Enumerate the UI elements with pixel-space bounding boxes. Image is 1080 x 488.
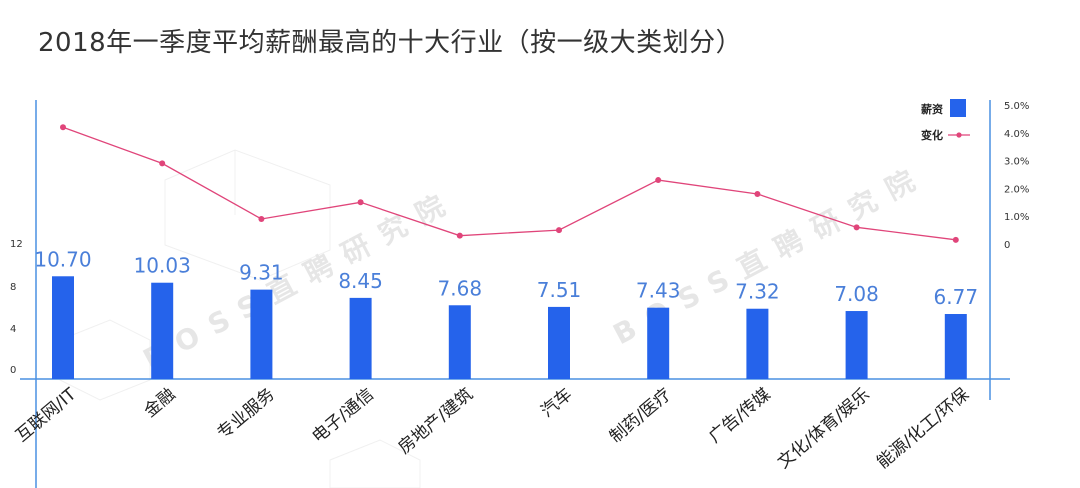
left-axis-ticks: 0 4 8 12 — [10, 239, 23, 376]
watermark-text-0: BOSS直聘研究院 — [138, 183, 463, 377]
line-path — [62, 126, 956, 241]
category-label: 制药/医疗 — [606, 385, 675, 448]
decor-shape — [329, 439, 421, 488]
line-point — [456, 232, 463, 239]
bar — [746, 308, 769, 379]
bar-value-label: 7.32 — [735, 280, 780, 304]
right-tick-label: 2.0% — [1004, 184, 1029, 195]
legend-bar-swatch — [950, 99, 966, 117]
line-point — [952, 236, 959, 243]
background-decoration — [59, 149, 421, 488]
left-tick-label: 8 — [10, 282, 16, 293]
bar-value-label: 7.51 — [537, 278, 582, 302]
line-point — [556, 227, 562, 234]
legend-label-salary: 薪资 — [921, 102, 943, 116]
bar — [448, 305, 471, 379]
line-point — [258, 215, 265, 222]
category-label: 文化/体育/娱乐 — [774, 385, 874, 473]
bar — [250, 289, 273, 379]
bar-value-label: 8.45 — [338, 269, 383, 293]
bar-value-label: 7.68 — [438, 276, 483, 300]
bar — [52, 276, 74, 379]
line-series — [60, 124, 959, 243]
right-tick-label: 0 — [1004, 240, 1010, 251]
line-point — [159, 160, 166, 167]
bar-value-label: 7.08 — [834, 282, 879, 306]
right-tick-label: 4.0% — [1004, 129, 1029, 140]
left-tick-label: 12 — [10, 239, 23, 250]
category-label: 汽车 — [537, 385, 576, 422]
line-point — [60, 124, 66, 131]
right-tick-label: 3.0% — [1004, 157, 1029, 168]
line-point — [754, 190, 761, 197]
category-label: 广告/传媒 — [705, 385, 774, 448]
line-point — [357, 199, 364, 206]
right-tick-label: 1.0% — [1004, 212, 1029, 223]
left-tick-label: 4 — [10, 324, 16, 335]
legend: 薪资 变化 — [921, 99, 970, 142]
bar-value-label: 7.43 — [636, 279, 681, 303]
bar — [151, 282, 174, 379]
bar — [845, 311, 868, 379]
category-label: 专业服务 — [214, 385, 279, 444]
category-label: 互联网/IT — [12, 384, 81, 446]
left-tick-label: 0 — [10, 365, 16, 376]
decor-shape — [59, 319, 151, 401]
line-point — [853, 224, 860, 231]
bar — [548, 306, 570, 379]
chart-title: 2018年一季度平均薪酬最高的十大行业（按一级大类划分） — [38, 28, 743, 58]
bar-value-label: 10.70 — [34, 247, 91, 271]
right-tick-label: 5.0% — [1004, 101, 1029, 112]
bar-value-label: 10.03 — [134, 254, 191, 278]
category-label: 金融 — [141, 385, 180, 422]
category-labels: 互联网/IT 金融 专业服务 电子/通信 房地产/建筑 汽车 制药/医疗 广告/传媒 文化/体育… — [12, 384, 973, 473]
legend-label-change: 变化 — [921, 128, 943, 142]
category-label: 电子/通信 — [308, 385, 377, 448]
bar-value-labels: 10.70 10.03 9.31 8.45 7.68 7.51 7.43 7.32 7.08 6.… — [34, 247, 978, 309]
category-label: 房地产/建筑 — [395, 385, 477, 459]
bar — [944, 314, 967, 379]
bar — [349, 297, 372, 379]
bar-value-label: 9.31 — [239, 261, 284, 285]
bar — [647, 307, 670, 379]
bar-value-label: 6.77 — [934, 285, 979, 309]
right-axis-ticks: 0 1.0% 2.0% 3.0% 4.0% 5.0% — [1004, 101, 1029, 251]
bar-series — [52, 276, 967, 379]
legend-line-marker — [956, 132, 962, 138]
category-label: 能源/化工/环保 — [873, 385, 973, 473]
line-point — [655, 177, 662, 184]
